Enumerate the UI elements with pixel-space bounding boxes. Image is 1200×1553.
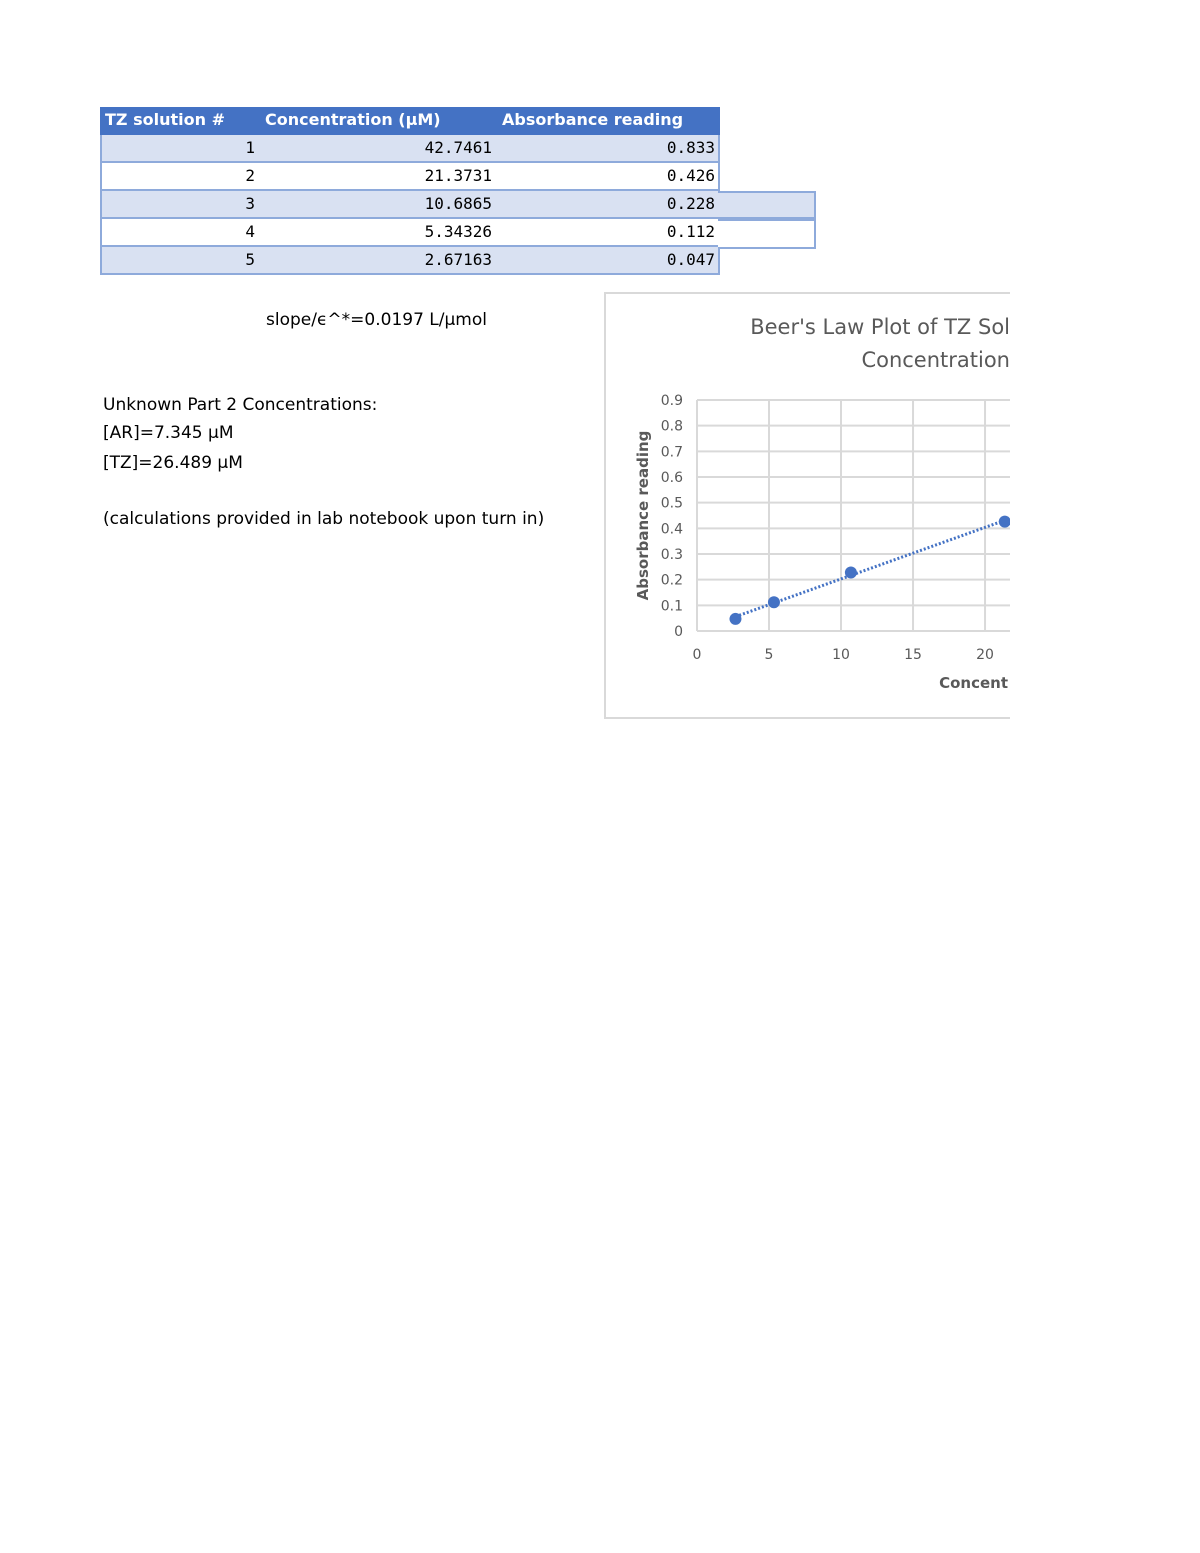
header-row-bg (100, 107, 720, 135)
chart-frame (604, 292, 1010, 719)
x-tick-label: 10 (832, 647, 850, 663)
y-tick-label: 0.6 (661, 470, 683, 486)
x-axis-label: Concent (939, 674, 1008, 692)
x-tick-label: 15 (904, 647, 922, 663)
y-tick-label: 0.3 (661, 547, 683, 563)
header-cell: Concentration (µM) (265, 110, 441, 129)
header-cell: Absorbance reading (502, 110, 684, 129)
chart-title: Beer's Law Plot of TZ Sol (750, 315, 1010, 339)
data-point (767, 596, 780, 609)
y-tick-label: 0.7 (661, 444, 683, 460)
data-point (998, 515, 1010, 528)
x-tick-label: 20 (976, 647, 994, 663)
table-cell: 21.3731 (424, 166, 492, 185)
result-line: [AR]=7.345 µM (103, 423, 234, 443)
row-bg (100, 219, 720, 247)
data-point (729, 612, 742, 625)
y-tick-label: 0.9 (661, 393, 683, 409)
extra-cell (718, 219, 816, 249)
y-tick-label: 0.4 (661, 521, 683, 537)
y-tick-label: 0.1 (661, 598, 683, 614)
chart-title: Concentration (861, 348, 1010, 372)
table-cell: 4 (245, 222, 255, 241)
y-tick-label: 0.2 (661, 573, 683, 589)
table-cell: 5 (245, 250, 255, 269)
row-bg (100, 135, 720, 163)
heading: Unknown Part 2 Concentrations: (103, 395, 378, 415)
x-tick-label: 0 (693, 647, 702, 663)
y-tick-label: 0 (674, 624, 683, 640)
table-cell: 2 (245, 166, 255, 185)
footnote: (calculations provided in lab notebook u… (103, 509, 545, 529)
table-cell: 3 (245, 194, 255, 213)
extra-cell (718, 191, 816, 219)
data-point (844, 566, 857, 579)
header-cell: TZ solution # (105, 110, 225, 129)
y-tick-label: 0.5 (661, 496, 683, 512)
slope-note: slope/ϵ^*=0.0197 L/µmol (266, 310, 487, 330)
table-cell: 2.67163 (424, 250, 492, 269)
table-cell: 0.228 (666, 194, 715, 213)
table-cell: 42.7461 (424, 138, 492, 157)
result-line: [TZ]=26.489 µM (103, 453, 243, 473)
x-tick-label: 5 (765, 647, 774, 663)
table-cell: 1 (245, 138, 255, 157)
table-cell: 0.426 (666, 166, 715, 185)
chart: Beer's Law Plot of TZ Sol Concentration Ab… (604, 292, 1010, 719)
row-bg (100, 247, 720, 275)
row-bg (100, 163, 720, 191)
y-tick-label: 0.8 (661, 419, 683, 435)
y-axis-label: Absorbance reading (634, 431, 652, 601)
table-cell: 0.112 (666, 222, 715, 241)
table-cell: 10.6865 (424, 194, 492, 213)
table-cell: 5.34326 (424, 222, 492, 241)
table-cell: 0.047 (666, 250, 715, 269)
row-bg (100, 191, 720, 219)
table-cell: 0.833 (666, 138, 715, 157)
